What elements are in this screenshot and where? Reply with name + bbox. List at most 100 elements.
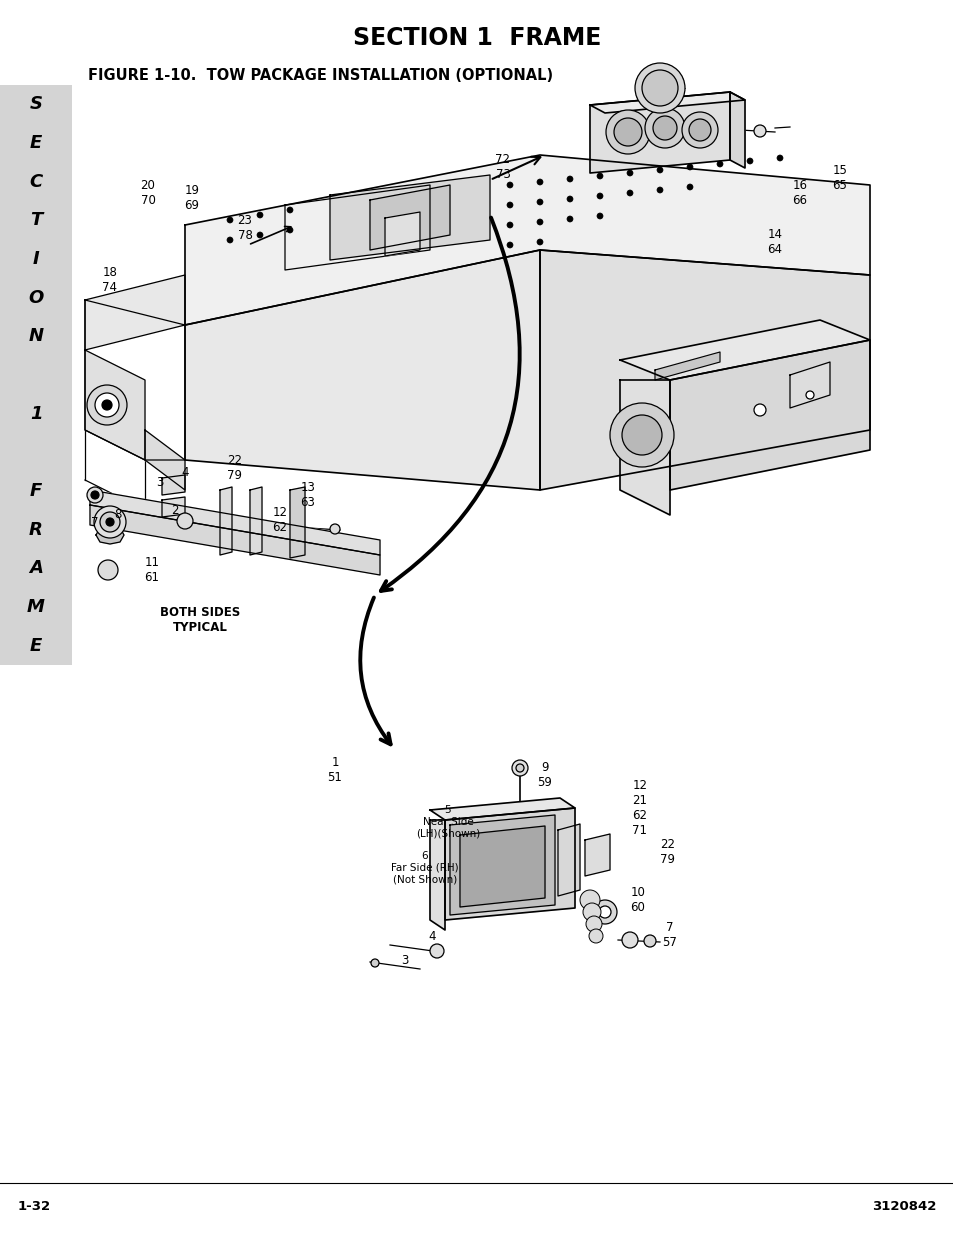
Text: F: F bbox=[30, 482, 42, 500]
Text: 3: 3 bbox=[156, 475, 164, 489]
Circle shape bbox=[597, 193, 602, 199]
Circle shape bbox=[688, 119, 710, 141]
Polygon shape bbox=[729, 91, 744, 168]
Circle shape bbox=[753, 125, 765, 137]
Text: 15
65: 15 65 bbox=[832, 164, 846, 191]
Text: 12
62: 12 62 bbox=[273, 506, 287, 534]
Text: 23
78: 23 78 bbox=[237, 214, 253, 242]
Polygon shape bbox=[450, 815, 555, 915]
Circle shape bbox=[177, 513, 193, 529]
Text: 11
61: 11 61 bbox=[144, 556, 159, 584]
Polygon shape bbox=[539, 249, 869, 490]
Polygon shape bbox=[85, 275, 185, 350]
Text: 20
70: 20 70 bbox=[140, 179, 155, 207]
Circle shape bbox=[605, 110, 649, 154]
Polygon shape bbox=[459, 826, 544, 906]
Text: 12
21
62
71: 12 21 62 71 bbox=[632, 779, 647, 837]
Polygon shape bbox=[162, 496, 185, 517]
Polygon shape bbox=[370, 185, 450, 249]
Text: 8: 8 bbox=[114, 508, 122, 520]
Text: I: I bbox=[32, 249, 39, 268]
Circle shape bbox=[593, 900, 617, 924]
Circle shape bbox=[102, 400, 112, 410]
Text: 22
79: 22 79 bbox=[659, 839, 675, 866]
Circle shape bbox=[641, 70, 678, 106]
Circle shape bbox=[582, 903, 600, 921]
Polygon shape bbox=[619, 380, 669, 515]
Circle shape bbox=[537, 240, 542, 245]
Circle shape bbox=[753, 404, 765, 416]
Circle shape bbox=[95, 393, 119, 417]
Text: 2: 2 bbox=[172, 504, 178, 516]
Circle shape bbox=[87, 487, 103, 503]
Circle shape bbox=[100, 513, 120, 532]
Circle shape bbox=[585, 916, 601, 932]
Circle shape bbox=[588, 929, 602, 944]
Text: 3: 3 bbox=[401, 953, 408, 967]
Polygon shape bbox=[589, 91, 729, 173]
Circle shape bbox=[686, 184, 692, 190]
Polygon shape bbox=[430, 798, 575, 820]
Circle shape bbox=[566, 196, 573, 203]
Text: 19
69: 19 69 bbox=[184, 184, 199, 212]
Polygon shape bbox=[285, 185, 430, 270]
Text: 72
73: 72 73 bbox=[495, 153, 510, 182]
Circle shape bbox=[597, 173, 602, 179]
Circle shape bbox=[621, 415, 661, 454]
Polygon shape bbox=[96, 526, 124, 543]
FancyArrowPatch shape bbox=[360, 598, 390, 745]
Polygon shape bbox=[655, 352, 720, 380]
Text: 4: 4 bbox=[181, 466, 189, 478]
Circle shape bbox=[776, 156, 782, 161]
Circle shape bbox=[430, 944, 443, 958]
Bar bbox=[0, 85, 71, 664]
Circle shape bbox=[681, 112, 718, 148]
Text: 1-32: 1-32 bbox=[18, 1200, 51, 1214]
Text: 9
59: 9 59 bbox=[537, 761, 552, 789]
Text: O: O bbox=[29, 289, 44, 306]
Circle shape bbox=[506, 242, 513, 248]
Text: N: N bbox=[29, 327, 44, 346]
Text: 3120842: 3120842 bbox=[871, 1200, 935, 1214]
Circle shape bbox=[91, 492, 99, 499]
Circle shape bbox=[506, 222, 513, 228]
Text: 10
60: 10 60 bbox=[630, 885, 645, 914]
Polygon shape bbox=[185, 249, 539, 490]
Circle shape bbox=[746, 158, 752, 164]
Text: 4: 4 bbox=[428, 930, 436, 944]
Polygon shape bbox=[669, 340, 869, 490]
Text: FIGURE 1-10.  TOW PACKAGE INSTALLATION (OPTIONAL): FIGURE 1-10. TOW PACKAGE INSTALLATION (O… bbox=[88, 68, 553, 83]
Circle shape bbox=[506, 182, 513, 188]
Text: A: A bbox=[29, 559, 43, 577]
Circle shape bbox=[512, 760, 527, 776]
Text: T: T bbox=[30, 211, 42, 230]
Circle shape bbox=[643, 935, 656, 947]
Text: 6
Far Side (RH)
(Not Shown): 6 Far Side (RH) (Not Shown) bbox=[391, 851, 458, 884]
Circle shape bbox=[516, 764, 523, 772]
Text: 18
74: 18 74 bbox=[102, 266, 117, 294]
Circle shape bbox=[717, 161, 722, 167]
Polygon shape bbox=[789, 362, 829, 408]
Polygon shape bbox=[385, 212, 419, 256]
Polygon shape bbox=[185, 156, 869, 325]
Circle shape bbox=[287, 207, 293, 212]
Polygon shape bbox=[584, 834, 609, 876]
Text: 1: 1 bbox=[30, 405, 42, 422]
Circle shape bbox=[256, 212, 263, 219]
Polygon shape bbox=[430, 820, 444, 930]
Polygon shape bbox=[250, 487, 262, 555]
Circle shape bbox=[652, 116, 677, 140]
Circle shape bbox=[635, 63, 684, 112]
Text: 7
57: 7 57 bbox=[662, 921, 677, 948]
Circle shape bbox=[566, 216, 573, 222]
Polygon shape bbox=[589, 91, 744, 112]
Polygon shape bbox=[558, 824, 579, 897]
Polygon shape bbox=[85, 350, 145, 459]
Text: S: S bbox=[30, 95, 43, 114]
Text: SECTION 1  FRAME: SECTION 1 FRAME bbox=[353, 26, 600, 49]
Circle shape bbox=[579, 890, 599, 910]
Text: R: R bbox=[29, 521, 43, 538]
Text: E: E bbox=[30, 637, 42, 655]
Polygon shape bbox=[145, 430, 185, 490]
Circle shape bbox=[657, 186, 662, 193]
